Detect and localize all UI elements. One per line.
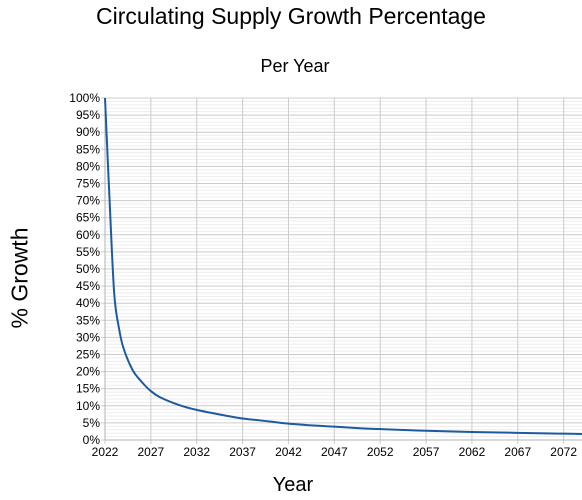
y-tick-label: 20% [76,365,100,379]
y-tick-label: 35% [76,313,100,327]
y-tick-label: 30% [76,330,100,344]
y-tick-label: 15% [76,382,100,396]
x-tick-label: 2062 [459,445,486,459]
x-tick-label: 2052 [367,445,394,459]
chart-subtitle: Per Year [260,56,330,76]
y-tick-label: 80% [76,159,100,173]
y-tick-label: 90% [76,125,100,139]
x-tick-label: 2067 [504,445,531,459]
growth-line [104,97,582,436]
x-tick-label: 2037 [229,445,256,459]
y-tick-label: 40% [76,296,100,310]
y-tick-label: 75% [76,177,100,191]
y-tick-label: 50% [76,262,100,276]
x-tick-label: 2032 [183,445,210,459]
y-tick-label: 25% [76,348,100,362]
y-tick-label: 70% [76,194,100,208]
y-tick-label: 0% [83,433,101,447]
y-tick-label: 95% [76,108,100,122]
x-tick-label: 2042 [275,445,302,459]
y-tick-label: 65% [76,211,100,225]
x-tick-label: 2057 [413,445,440,459]
y-tick-label: 60% [76,228,100,242]
y-tick-label: 100% [69,91,100,105]
y-tick-label: 10% [76,399,100,413]
y-tick-label: 85% [76,142,100,156]
chart-title: Circulating Supply Growth Percentage [96,3,486,29]
y-tick-label: 45% [76,279,100,293]
y-tick-label: 5% [83,416,101,430]
x-tick-label: 2072 [550,445,577,459]
x-tick-label: 2047 [321,445,348,459]
x-tick-label: 2027 [138,445,165,459]
y-tick-label: 55% [76,245,100,259]
x-axis-label: Year [272,474,314,496]
x-tick-label: 2022 [92,445,119,459]
